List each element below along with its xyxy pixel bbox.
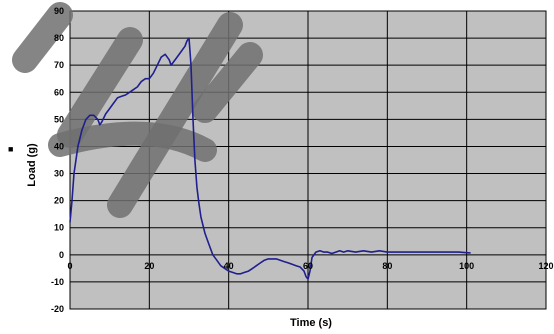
y-axis-ticks: -20 -10 0 10 20 30 40 50 60 70 80 90 xyxy=(51,6,64,314)
x-tick-label: 20 xyxy=(144,261,154,271)
y-tick-label: 80 xyxy=(54,33,64,43)
watermark-stroke xyxy=(57,27,143,148)
x-tick-label: 80 xyxy=(382,261,392,271)
y-tick-label: 90 xyxy=(54,6,64,16)
y-tick-label: 60 xyxy=(54,87,64,97)
gridlines xyxy=(69,10,547,310)
x-axis-ticks: 0 20 40 60 80 100 120 xyxy=(67,261,553,271)
watermark-stroke xyxy=(12,2,73,73)
x-tick-label: 120 xyxy=(538,261,553,271)
watermark-stroke xyxy=(107,12,243,218)
y-axis-label: Load (g) xyxy=(26,143,38,187)
load-series-line xyxy=(69,37,471,281)
legend-marker: ■ xyxy=(8,144,13,154)
y-tick-label: 0 xyxy=(59,250,64,260)
watermark-stroke xyxy=(192,42,263,123)
x-axis-label: Time (s) xyxy=(290,317,332,329)
y-tick-label: 10 xyxy=(54,223,64,233)
y-tick-label: -20 xyxy=(51,304,64,314)
x-tick-label: 60 xyxy=(303,261,313,271)
y-tick-label: -10 xyxy=(51,277,64,287)
x-tick-label: 100 xyxy=(459,261,474,271)
series-layer xyxy=(69,37,471,281)
x-tick-label: 40 xyxy=(224,261,234,271)
y-tick-label: 40 xyxy=(54,141,64,151)
y-tick-label: 70 xyxy=(54,60,64,70)
y-tick-label: 30 xyxy=(54,169,64,179)
x-tick-label: 0 xyxy=(67,261,72,271)
y-tick-label: 20 xyxy=(54,196,64,206)
y-tick-label: 50 xyxy=(54,114,64,124)
